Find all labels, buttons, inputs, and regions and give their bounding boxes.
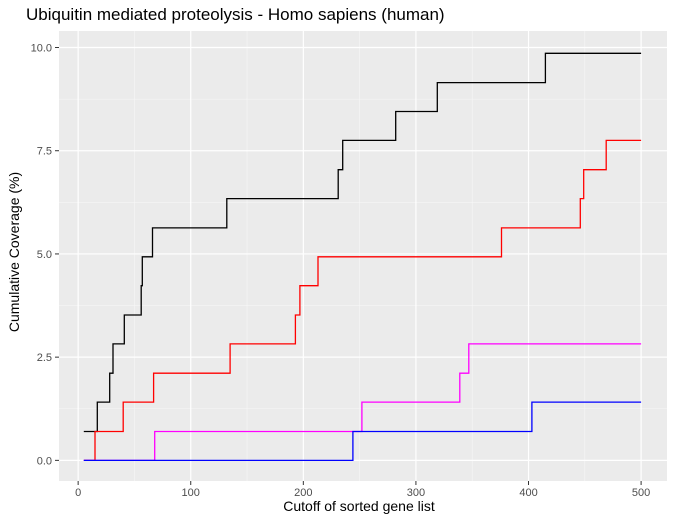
chart-title: Ubiquitin mediated proteolysis - Homo sa… [26,5,445,24]
series-layer [83,52,642,462]
x-tick-label: 200 [294,487,312,499]
y-tick-label: 10.0 [31,43,52,55]
x-tick-label: 400 [519,487,537,499]
x-tick-label: 500 [632,487,650,499]
y-tick-label: 0.0 [37,455,52,467]
y-axis-title: Cumulative Coverage (%) [6,172,22,332]
y-tick-label: 5.0 [37,249,52,261]
series-line-2 [83,139,642,462]
y-tick-label: 2.5 [37,352,52,364]
series-line-1 [83,52,642,433]
series-line-3 [83,343,642,462]
minor-gridlines [59,31,667,481]
plot-panel [59,31,667,481]
major-gridlines [59,31,667,481]
series-line-4 [83,401,642,462]
x-tick-label: 100 [182,487,200,499]
x-tick-label: 300 [407,487,425,499]
x-axis: 0 100 200 300 400 500 [75,481,650,499]
y-axis: 0.0 2.5 5.0 7.5 10.0 [31,43,59,467]
x-tick-label: 0 [75,487,81,499]
y-tick-label: 7.5 [37,146,52,158]
x-axis-title: Cutoff of sorted gene list [283,498,435,514]
